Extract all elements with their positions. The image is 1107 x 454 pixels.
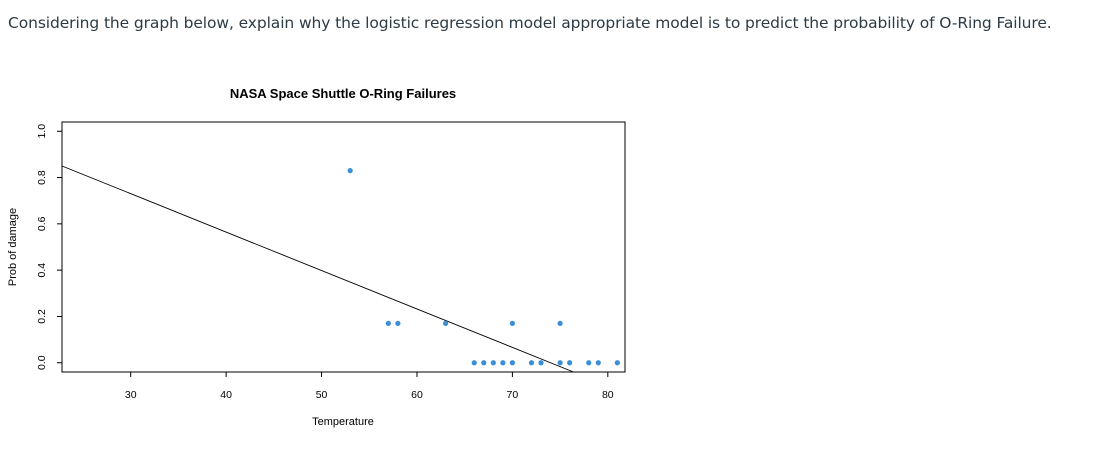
- regression-line: [61, 165, 574, 373]
- data-point: [614, 360, 620, 366]
- x-tick-label: 80: [602, 389, 614, 401]
- x-tick-label: 50: [316, 389, 328, 401]
- x-tick-label: 40: [220, 389, 232, 401]
- y-axis-label: Prob of damage: [7, 208, 19, 286]
- data-point: [528, 360, 535, 366]
- data-point: [538, 360, 544, 366]
- x-tick-label: 60: [411, 389, 423, 401]
- plot-frame: [61, 121, 626, 373]
- data-points: [347, 168, 620, 366]
- data-point: [595, 360, 601, 366]
- x-axis: 30 40 50 60 70 80: [125, 372, 614, 401]
- chart-title: NASA Space Shuttle O-Ring Failures: [230, 86, 456, 101]
- data-point: [490, 360, 496, 366]
- data-point: [500, 360, 506, 366]
- y-tick-label: 0.6: [36, 216, 48, 231]
- y-tick-label: 0.4: [36, 263, 48, 278]
- y-axis: 0.0 0.2 0.4 0.6 0.8 1.0: [36, 124, 62, 370]
- y-tick-label: 0.2: [36, 309, 48, 324]
- y-tick-label: 1.0: [36, 124, 48, 139]
- data-point: [557, 320, 563, 326]
- question-text: Considering the graph below, explain why…: [8, 14, 1052, 32]
- x-tick-label: 30: [125, 389, 137, 401]
- data-point: [471, 360, 477, 366]
- y-tick-label: 0.0: [36, 355, 48, 370]
- data-point: [509, 360, 515, 366]
- data-point: [347, 168, 353, 174]
- data-point: [443, 320, 449, 326]
- x-axis-label: Temperature: [312, 416, 374, 428]
- y-tick-label: 0.8: [36, 170, 48, 185]
- data-point: [586, 360, 592, 366]
- data-point: [557, 360, 563, 366]
- data-point: [567, 360, 573, 366]
- data-point: [509, 320, 515, 326]
- data-point: [481, 360, 487, 366]
- x-tick-label: 70: [507, 389, 519, 401]
- data-point: [395, 320, 401, 326]
- data-point: [385, 320, 391, 326]
